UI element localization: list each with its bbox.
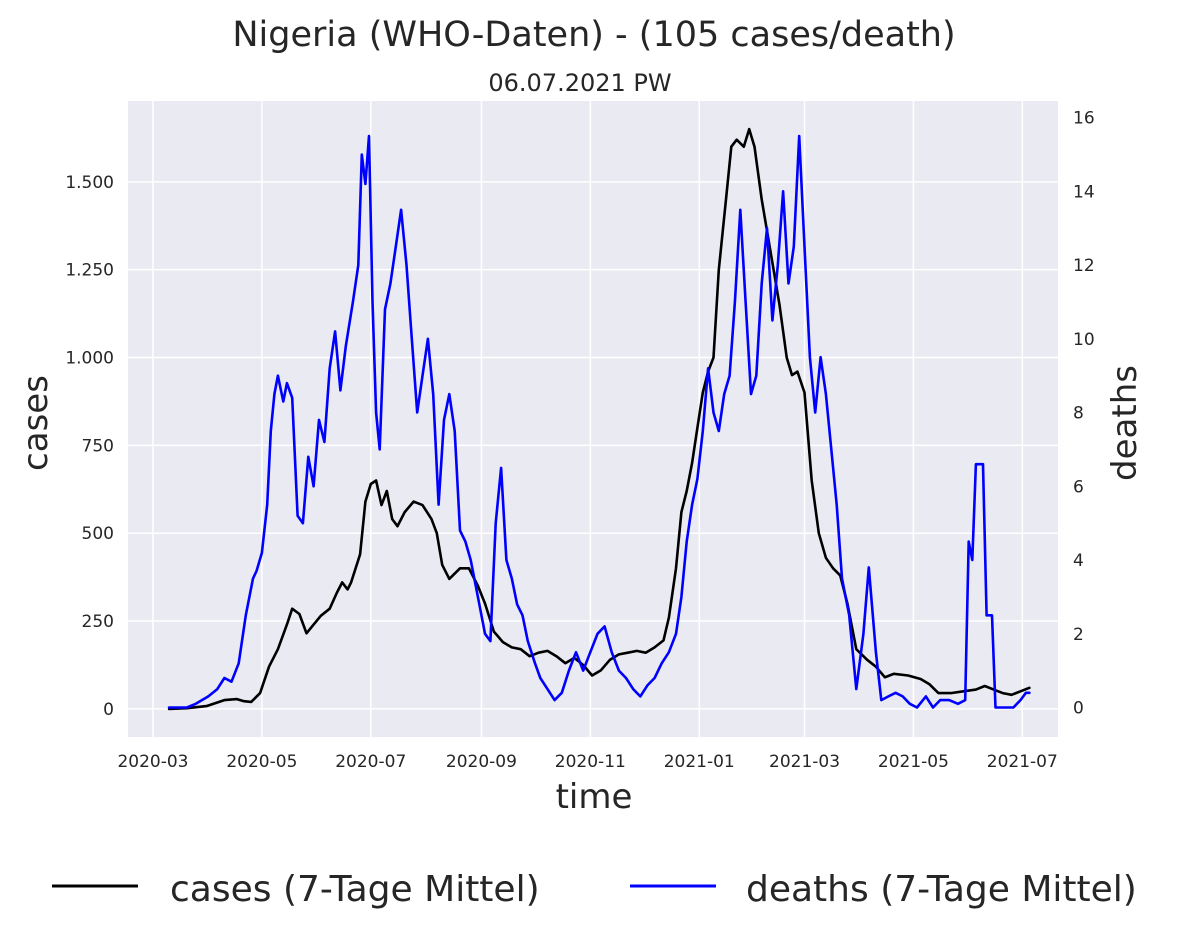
x-tick-label-8: 2021-07: [987, 752, 1058, 772]
x-axis-label: time: [556, 777, 633, 817]
x-tick-labels: 2020-03 2020-05 2020-07 2020-09 2020-11 2021-…: [117, 752, 1057, 772]
y-tick-label-4: 1.000: [65, 349, 114, 369]
y-tick-label-0: 0: [103, 700, 114, 720]
y-tick-label-3: 750: [82, 436, 114, 456]
series-line-deaths: [167, 134, 1031, 709]
y2-tick-label-1: 2: [1073, 625, 1084, 645]
y-tick-label-1: 250: [82, 612, 114, 632]
series-lines: [167, 127, 1031, 711]
grid-y: [128, 181, 1058, 710]
y-tick-labels: 0 250 500 750 1.000 1.250 1.500: [65, 173, 114, 720]
chart-title: Nigeria (WHO-Daten) - (105 cases/death): [232, 15, 955, 55]
y-tick-label-2: 500: [82, 524, 114, 544]
legend: cases (7-Tage Mittel) deaths (7-Tage Mit…: [52, 869, 1137, 910]
plot-area: [128, 101, 1058, 737]
y-tick-label-6: 1.500: [65, 173, 114, 193]
x-tick-label-3: 2020-09: [446, 752, 517, 772]
y-axis-label: cases: [16, 375, 56, 471]
x-tick-label-5: 2021-01: [664, 752, 735, 772]
y2-tick-label-7: 14: [1073, 182, 1095, 202]
x-tick-label-2: 2020-07: [335, 752, 406, 772]
x-tick-label-6: 2021-03: [769, 752, 840, 772]
x-tick-label-1: 2020-05: [226, 752, 297, 772]
y2-tick-label-3: 6: [1073, 477, 1084, 497]
legend-label-cases: cases (7-Tage Mittel): [170, 869, 540, 910]
y2-tick-label-8: 16: [1073, 109, 1095, 129]
legend-label-deaths: deaths (7-Tage Mittel): [746, 869, 1137, 910]
x-tick-label-0: 2020-03: [117, 752, 188, 772]
y2-tick-label-5: 10: [1073, 330, 1095, 350]
y2-tick-labels: 0 2 4 6 8 10 12 14 16: [1073, 109, 1095, 719]
y2-tick-label-0: 0: [1073, 699, 1084, 719]
y-tick-label-5: 1.250: [65, 261, 114, 281]
y2-tick-label-4: 8: [1073, 404, 1084, 424]
y2-axis-label: deaths: [1105, 365, 1145, 481]
y2-tick-label-2: 4: [1073, 551, 1084, 571]
y2-tick-label-6: 12: [1073, 256, 1095, 276]
chart-subtitle: 06.07.2021 PW: [488, 69, 671, 97]
x-tick-label-4: 2020-11: [555, 752, 626, 772]
x-tick-label-7: 2021-05: [878, 752, 949, 772]
